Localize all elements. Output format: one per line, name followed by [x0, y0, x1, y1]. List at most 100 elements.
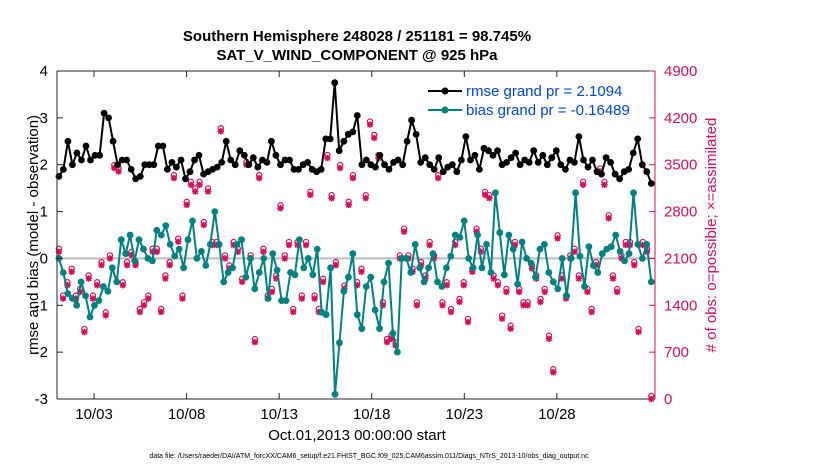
obs-assimilated-point — [281, 255, 288, 262]
rmse-point — [150, 161, 158, 169]
rmse-point — [607, 159, 614, 166]
y-tick-left-label: -1 — [35, 297, 48, 314]
y-tick-left-label: 2 — [40, 157, 48, 174]
bias-point — [153, 226, 161, 234]
bias-point — [460, 217, 468, 225]
rmse-point — [222, 137, 230, 145]
obs-assimilated-point — [490, 275, 497, 282]
rmse-point — [435, 154, 443, 162]
obs-assimilated-point — [192, 188, 199, 195]
y-tick-left-label: -2 — [35, 344, 48, 361]
bias-point — [447, 252, 455, 260]
bias-point — [171, 252, 179, 260]
bias-point — [434, 278, 441, 286]
bias-point — [639, 255, 646, 262]
rmse-point — [213, 163, 221, 171]
rmse-point — [191, 156, 198, 164]
legend-rmse-marker — [441, 87, 449, 95]
bias-point — [385, 259, 392, 267]
footer-data-file: data file: /Users/raeder/DAI/ATM_forcXX/… — [149, 453, 589, 460]
rmse-point — [557, 161, 565, 169]
rmse-point — [643, 168, 651, 176]
rmse-point — [105, 114, 112, 122]
legend: rmse grand pr = 2.1094 bias grand pr = -… — [425, 80, 647, 120]
y-tick-left-label: 3 — [40, 110, 48, 127]
y-tick-left-label: 4 — [40, 63, 48, 80]
obs-assimilated-point — [439, 302, 446, 309]
obs-assimilated-point — [609, 275, 617, 282]
rmse-point — [489, 151, 497, 159]
obs-assimilated-point — [290, 308, 297, 316]
rmse-point — [634, 135, 642, 143]
bias-point — [95, 297, 103, 304]
rmse-point — [399, 161, 406, 169]
rmse-point — [87, 156, 94, 164]
obs-assimilated-point — [336, 164, 344, 172]
rmse-point — [476, 166, 483, 173]
bias-point — [126, 231, 134, 239]
rmse-point — [525, 159, 533, 166]
bias-point — [86, 313, 94, 321]
bias-point — [607, 243, 615, 251]
y-tick-right-label: 1400 — [664, 297, 697, 314]
legend-rmse-label: rmse grand pr = 2.1094 — [466, 83, 622, 100]
rmse-point — [340, 137, 348, 145]
bias-point — [131, 257, 139, 265]
bias-point — [505, 231, 513, 239]
bias-point — [590, 262, 597, 269]
x-tick-label: 10/28 — [538, 406, 576, 423]
bias-point — [189, 217, 196, 225]
rmse-point — [625, 166, 633, 173]
obs-assimilated-point — [115, 168, 122, 175]
rmse-point — [571, 159, 578, 166]
bias-point — [585, 243, 593, 251]
rmse-point — [448, 161, 456, 169]
obs-assimilated-point — [332, 261, 340, 269]
rmse-point — [245, 161, 253, 169]
bias-point — [598, 250, 606, 258]
rmse-point — [552, 147, 560, 155]
obs-assimilated-point — [307, 191, 314, 199]
bias-point — [478, 264, 486, 272]
rmse-point — [430, 166, 438, 173]
bias-point — [162, 222, 170, 230]
bias-point — [572, 189, 579, 197]
bias-point — [175, 245, 183, 253]
rmse-point — [331, 79, 339, 87]
bias-point — [117, 236, 125, 244]
bias-point — [576, 252, 584, 260]
bias-point — [496, 229, 504, 237]
bias-point — [59, 269, 67, 276]
bias-point — [420, 278, 428, 286]
rmse-point — [602, 154, 610, 162]
bias-point — [612, 231, 620, 239]
bias-point — [362, 283, 370, 290]
bias-point — [594, 269, 602, 276]
bias-point — [487, 269, 495, 276]
y-tick-left-label: -3 — [35, 391, 48, 408]
rmse-point — [548, 154, 556, 162]
obs-assimilated-point — [324, 154, 331, 162]
bias-point — [483, 241, 490, 248]
bias-point — [469, 264, 477, 272]
obs-assimilated-point — [136, 308, 144, 316]
obs-assimilated-point — [260, 248, 267, 255]
obs-assimilated-point — [464, 318, 472, 326]
y-tick-left-label: 1 — [40, 204, 48, 221]
bias-point — [229, 264, 237, 272]
obs-assimilated-point — [524, 302, 531, 309]
rmse-point — [254, 163, 262, 171]
bias-point — [509, 245, 517, 253]
obs-assimilated-point — [345, 201, 352, 209]
rmse-point — [471, 151, 479, 159]
x-axis-label: Oct.01,2013 00:00:00 start — [268, 427, 446, 444]
bias-point — [554, 285, 562, 293]
rmse-point — [421, 154, 429, 162]
obs-assimilated-point — [579, 181, 587, 188]
rmse-layer — [55, 79, 655, 187]
legend-bias-label: bias grand pr = -0.16489 — [466, 102, 630, 119]
obs-assimilated-point — [187, 181, 195, 188]
rmse-point — [182, 175, 189, 183]
bias-point — [140, 245, 147, 253]
legend-background — [425, 80, 647, 120]
